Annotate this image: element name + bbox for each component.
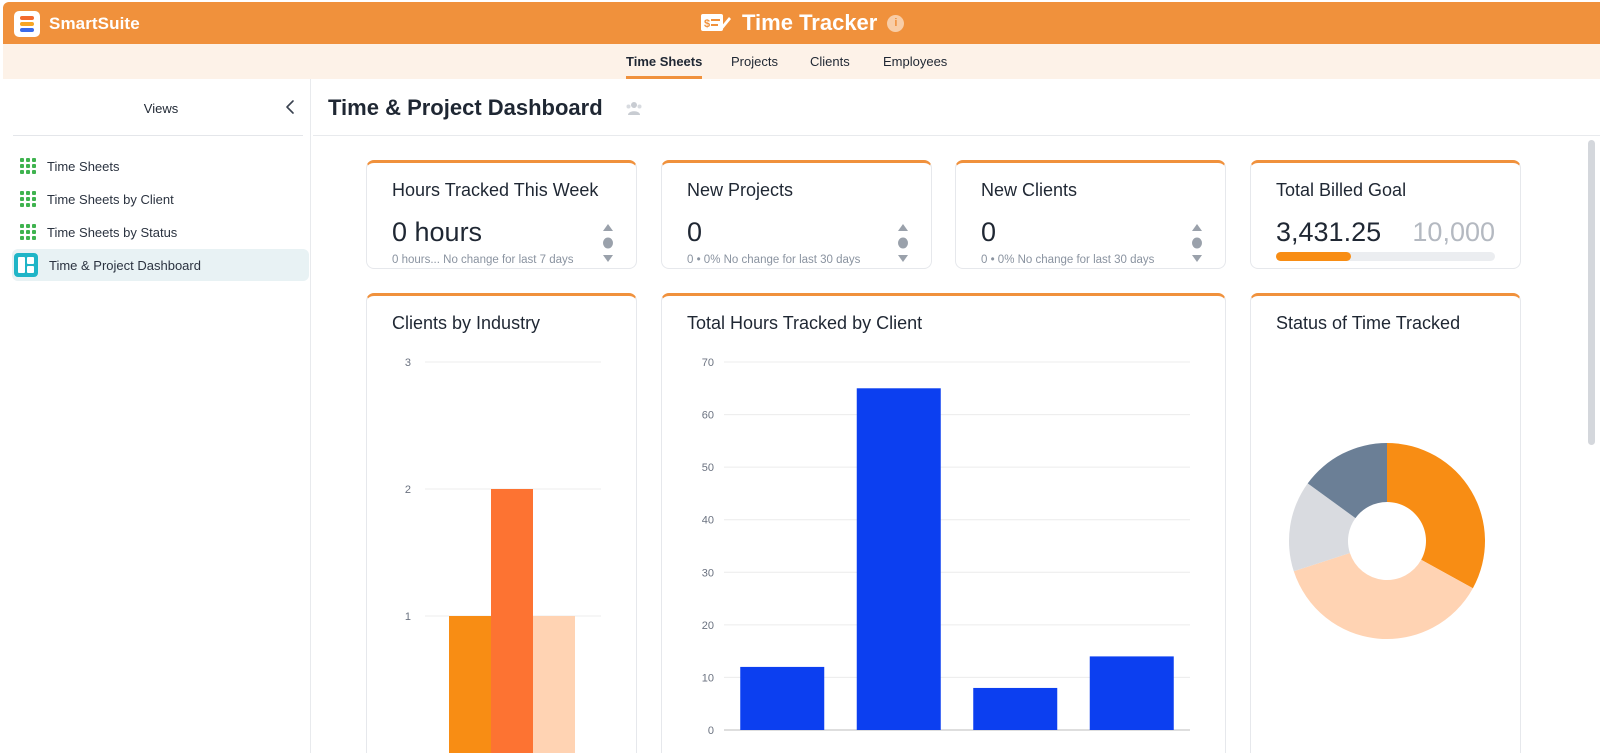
- goal-progress-bar: [1276, 252, 1495, 261]
- metric-value: 0: [687, 217, 703, 247]
- main-scrollbar[interactable]: [1588, 140, 1595, 445]
- bar: [1089, 656, 1174, 730]
- y-tick-label: 2: [405, 484, 411, 496]
- goal-progress-fill: [1276, 252, 1352, 261]
- goal-target: 10,000: [1412, 217, 1495, 247]
- y-tick-label: 1: [405, 611, 411, 623]
- status-donut-chart: [1289, 443, 1485, 639]
- card-title: Status of Time Tracked: [1276, 313, 1461, 333]
- app-title-group: $ Time Tracker i: [700, 10, 905, 36]
- chart-card-clients-by-industry[interactable]: Clients by Industry 3 2 1: [366, 293, 637, 753]
- chart-card-status-time-tracked[interactable]: Status of Time Tracked: [1250, 293, 1521, 753]
- y-tick-label: 60: [702, 410, 714, 422]
- bar: [491, 489, 533, 753]
- page-title: Time & Project Dashboard: [328, 95, 603, 120]
- donut-slice: [1307, 443, 1387, 519]
- brand[interactable]: SmartSuite: [14, 11, 140, 37]
- card-title: Total Billed Goal: [1276, 180, 1407, 200]
- goal-value: 3,431.25: [1276, 217, 1382, 247]
- sidebar-item-label: Time Sheets: [47, 158, 120, 174]
- metric-change-text: 0 • 0% No change for last 30 days: [687, 254, 861, 266]
- grid-icon: [20, 158, 36, 174]
- donut-slice: [1293, 553, 1473, 639]
- metric-card-new-clients[interactable]: New Clients 0 0 • 0% No change for last …: [955, 160, 1226, 269]
- card-title: Clients by Industry: [392, 313, 541, 333]
- sidebar-item-label: Time & Project Dashboard: [49, 257, 201, 273]
- dashboard-header: Time & Project Dashboard: [313, 79, 1600, 136]
- y-tick-label: 30: [702, 567, 714, 579]
- y-tick-label: 3: [405, 357, 411, 369]
- bar: [856, 388, 941, 730]
- sidebar-item-time-sheets-by-status[interactable]: Time Sheets by Status: [12, 216, 309, 248]
- dashboard-icon: [14, 253, 38, 277]
- clients-by-industry-chart: 3 2 1: [405, 357, 601, 753]
- trend-indicator-icon: [603, 224, 613, 262]
- card-title: New Projects: [687, 180, 794, 200]
- metric-card-hours-tracked[interactable]: Hours Tracked This Week 0 hours 0 hours.…: [366, 160, 637, 269]
- metric-card-total-billed-goal[interactable]: Total Billed Goal 3,431.25 10,000: [1250, 160, 1521, 269]
- people-icon[interactable]: [625, 100, 643, 116]
- views-sidebar: Views Time Sheets Time Sheets by Client …: [3, 79, 311, 753]
- bar: [740, 666, 825, 730]
- brand-name: SmartSuite: [49, 14, 140, 33]
- y-tick-label: 20: [702, 620, 714, 632]
- card-title: Hours Tracked This Week: [392, 180, 599, 200]
- y-tick-label: 40: [702, 515, 714, 527]
- timesheet-icon: $: [701, 14, 731, 31]
- tab-clients[interactable]: Clients: [810, 54, 850, 69]
- trend-indicator-icon: [898, 224, 908, 262]
- sidebar-divider: [13, 135, 303, 136]
- hours-by-client-chart: 70 60 50 40 30 20 10 0: [702, 357, 1190, 737]
- app-title: Time Tracker: [742, 10, 878, 35]
- y-tick-label: 50: [702, 462, 714, 474]
- views-title: Views: [143, 101, 179, 116]
- grid-icon: [20, 191, 36, 207]
- chart-card-hours-by-client[interactable]: Total Hours Tracked by Client 70 60 50 40 30…: [661, 293, 1226, 753]
- metric-change-text: 0 hours... No change for last 7 days: [392, 254, 574, 266]
- metric-value: 0 hours: [392, 217, 483, 247]
- grid-icon: [20, 224, 36, 240]
- sidebar-item-label: Time Sheets by Status: [47, 224, 178, 240]
- y-tick-label: 70: [702, 357, 714, 369]
- trend-indicator-icon: [1192, 224, 1202, 262]
- sidebar-item-time-project-dashboard[interactable]: Time & Project Dashboard: [12, 249, 309, 281]
- sidebar-item-time-sheets[interactable]: Time Sheets: [12, 150, 309, 182]
- tab-bar: Time Sheets Projects Clients Employees: [3, 44, 1600, 79]
- sidebar-item-time-sheets-by-client[interactable]: Time Sheets by Client: [12, 183, 309, 215]
- sidebar-item-label: Time Sheets by Client: [47, 191, 174, 207]
- tab-employees[interactable]: Employees: [883, 54, 948, 69]
- donut-slice: [1289, 483, 1356, 572]
- metric-value: 0: [981, 217, 997, 247]
- smartsuite-logo: [14, 11, 40, 37]
- donut-slice: [1387, 443, 1485, 589]
- card-title: Total Hours Tracked by Client: [687, 313, 923, 333]
- tab-projects[interactable]: Projects: [731, 54, 778, 69]
- tab-time-sheets[interactable]: Time Sheets: [626, 54, 703, 79]
- metric-change-text: 0 • 0% No change for last 30 days: [981, 254, 1155, 266]
- card-title: New Clients: [981, 180, 1078, 200]
- svg-text:$: $: [704, 18, 710, 30]
- y-tick-label: 0: [708, 725, 714, 737]
- metric-card-new-projects[interactable]: New Projects 0 0 • 0% No change for last…: [661, 160, 932, 269]
- chevron-left-icon[interactable]: [282, 98, 300, 116]
- top-bar: SmartSuite $ Time Tracker i: [3, 2, 1600, 44]
- bar: [533, 616, 575, 753]
- info-icon[interactable]: i: [887, 14, 905, 32]
- bar: [973, 687, 1058, 730]
- y-tick-label: 10: [702, 672, 714, 684]
- bar: [449, 616, 491, 753]
